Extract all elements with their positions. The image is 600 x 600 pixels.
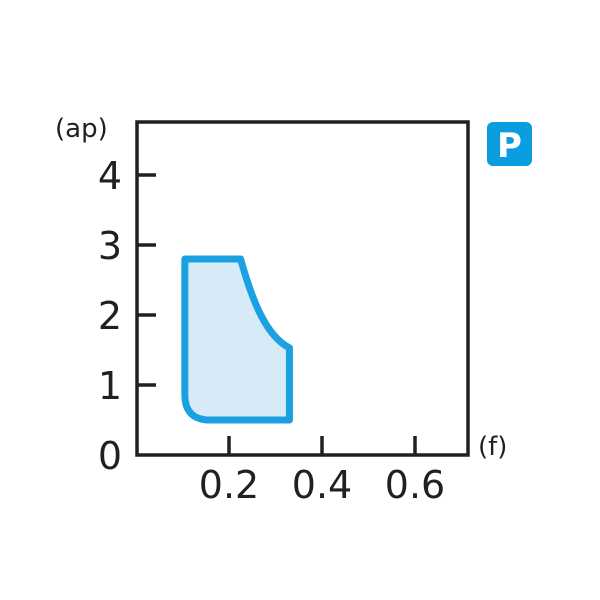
y-tick-label: 2 [98,294,122,338]
y-tick-label: 3 [98,224,122,268]
material-badge [487,122,532,166]
x-tick-label: 0.4 [292,463,352,507]
y-tick-label: 4 [98,154,122,198]
x-axis-label: (f) [478,432,507,462]
plot-frame [135,120,470,457]
x-tick-label: 0.2 [199,463,259,507]
material-badge-label: P [497,126,522,166]
y-tick-label: 1 [98,364,122,408]
cutting-range-region [181,255,293,424]
x-tick-label: 0.6 [385,463,445,507]
y-axis-label: (ap) [55,114,108,144]
y-tick-label: 0 [98,434,122,478]
